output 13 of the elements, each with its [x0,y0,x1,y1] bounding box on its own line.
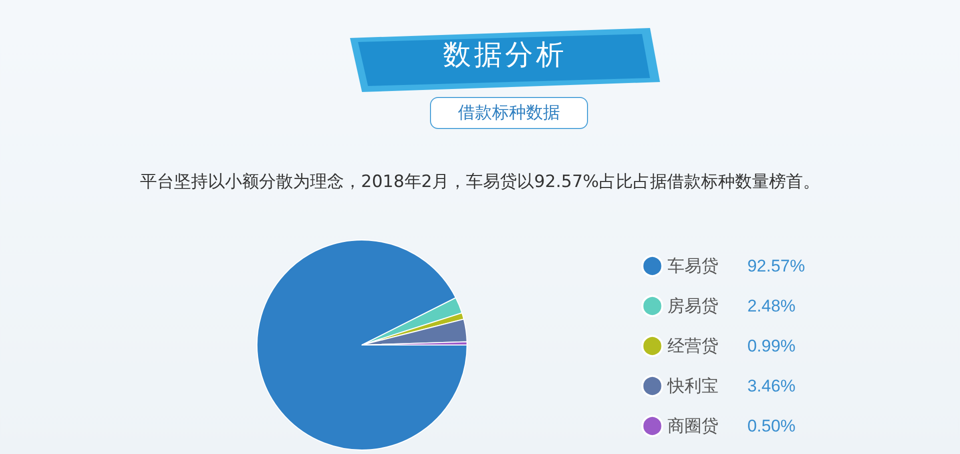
legend-label: 房易贷 [667,296,718,316]
text: 平台坚持以小额分散为理念，2018年2月，车易贷以92.57%占比占据借款标种数量榜首。 [139,171,821,193]
legend-label: 车易贷 [667,256,718,276]
legend-label: 经营贷 [667,336,718,356]
data-label: 0.99% [747,336,796,356]
data-label: 3.46% [747,376,796,396]
legend-label: 快利宝 [666,376,718,396]
chart-subtitle: 借款标种数据 [430,97,588,129]
data-label: 0.50% [747,416,796,436]
legend-label: 商圈贷 [667,416,718,436]
data-label: 92.57% [747,256,806,276]
data-label: 2.48% [747,296,796,316]
chart-title: 数据分析 [442,37,568,73]
